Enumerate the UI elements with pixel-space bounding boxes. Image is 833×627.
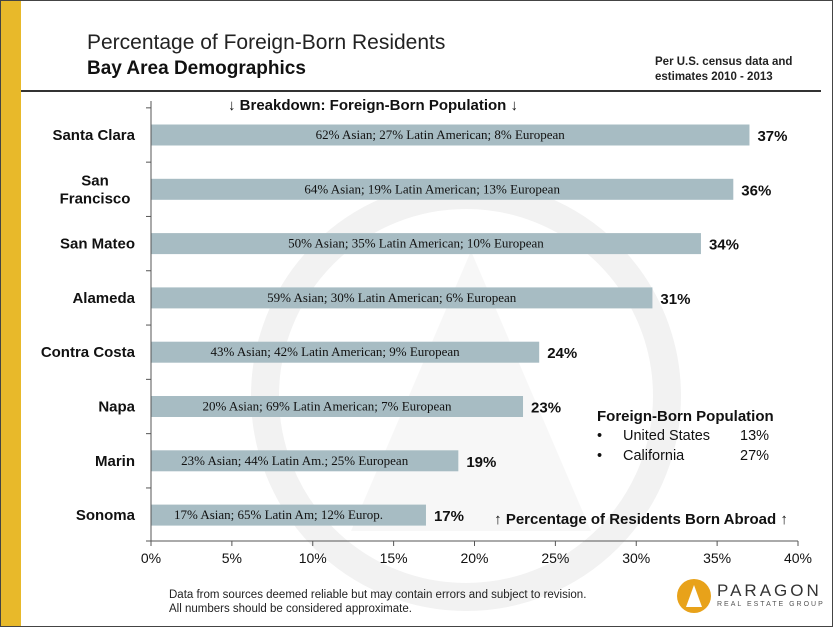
bar-annotation: 50% Asian; 35% Latin American; 10% Europ… bbox=[288, 236, 544, 251]
bar bbox=[151, 450, 459, 472]
accent-side-bar bbox=[1, 1, 21, 626]
axis-caption: ↑ Percentage of Residents Born Abroad ↑ bbox=[494, 511, 788, 528]
legend-value: 13% bbox=[740, 428, 770, 444]
bar-annotation: 62% Asian; 27% Latin American; 8% Europe… bbox=[316, 127, 566, 142]
legend-label: California bbox=[623, 448, 685, 464]
bar-annotation: 43% Asian; 42% Latin American; 9% Europe… bbox=[211, 344, 461, 359]
x-tick-label: 15% bbox=[380, 550, 408, 566]
bar bbox=[151, 124, 750, 146]
footer-disclaimer: Data from sources deemed reliable but ma… bbox=[169, 588, 586, 616]
legend-label: United States bbox=[623, 428, 711, 444]
bar bbox=[151, 341, 540, 363]
category-label: Sonoma bbox=[76, 507, 136, 524]
category-label: Marin bbox=[95, 453, 135, 470]
bar bbox=[151, 396, 524, 417]
x-tick-label: 0% bbox=[141, 550, 161, 566]
x-tick-label: 10% bbox=[299, 550, 327, 566]
legend-item-california: • California 27% bbox=[597, 448, 769, 464]
x-tick-label: 35% bbox=[703, 550, 731, 566]
bar-annotation: 17% Asian; 65% Latin Am; 12% Europ. bbox=[174, 507, 383, 522]
footer-line-1: Data from sources deemed reliable but ma… bbox=[169, 589, 587, 601]
logo-wordmark: PARAGON bbox=[717, 581, 822, 600]
bar-annotation: 20% Asian; 69% Latin American; 7% Europe… bbox=[202, 399, 452, 414]
x-tick-label: 25% bbox=[541, 550, 569, 566]
x-tick-label: 30% bbox=[622, 550, 650, 566]
header-rule bbox=[21, 90, 821, 92]
category-label: Napa bbox=[98, 399, 135, 416]
page-subtitle: Bay Area Demographics bbox=[87, 58, 306, 79]
legend-bullet: • bbox=[597, 448, 603, 464]
legend-heading: Foreign-Born Population bbox=[597, 408, 774, 425]
legend-value: 27% bbox=[740, 448, 770, 464]
bar-annotation: 59% Asian; 30% Latin American; 6% Europe… bbox=[267, 290, 517, 305]
bar bbox=[151, 504, 426, 526]
value-label: 31% bbox=[660, 291, 690, 308]
value-label: 23% bbox=[531, 400, 561, 417]
paragon-logo-icon bbox=[677, 579, 711, 613]
category-label: Santa Clara bbox=[52, 127, 135, 144]
value-label: 37% bbox=[757, 128, 787, 145]
value-label: 17% bbox=[434, 508, 464, 525]
legend-item-united-states: • United States 13% bbox=[597, 428, 769, 444]
value-label: 24% bbox=[547, 345, 577, 362]
value-label: 34% bbox=[709, 237, 739, 254]
value-label: 36% bbox=[741, 182, 771, 199]
bar-annotation: 64% Asian; 19% Latin American; 13% Europ… bbox=[304, 181, 560, 196]
bar-annotation: 23% Asian; 44% Latin Am.; 25% European bbox=[181, 453, 409, 468]
bar bbox=[151, 287, 653, 309]
category-label: Alameda bbox=[72, 290, 135, 307]
category-label: San Mateo bbox=[60, 236, 135, 253]
bar bbox=[151, 178, 734, 200]
footer-line-2: All numbers should be considered approxi… bbox=[169, 603, 412, 615]
x-tick-label: 20% bbox=[460, 550, 488, 566]
breakdown-label: ↓ Breakdown: Foreign-Born Population ↓ bbox=[228, 97, 518, 114]
logo-tagline: REAL ESTATE GROUP bbox=[717, 601, 825, 608]
source-note: Per U.S. census data and estimates 2010 … bbox=[655, 56, 793, 83]
category-label: Francisco bbox=[60, 190, 131, 207]
category-label: Contra Costa bbox=[41, 344, 136, 361]
x-tick-label: 40% bbox=[784, 550, 812, 566]
page-title: Percentage of Foreign-Born Residents bbox=[87, 31, 446, 54]
bar bbox=[151, 233, 701, 255]
x-tick-label: 5% bbox=[222, 550, 242, 566]
value-label: 19% bbox=[466, 454, 496, 471]
category-label: San bbox=[81, 172, 109, 189]
legend-bullet: • bbox=[597, 428, 603, 444]
